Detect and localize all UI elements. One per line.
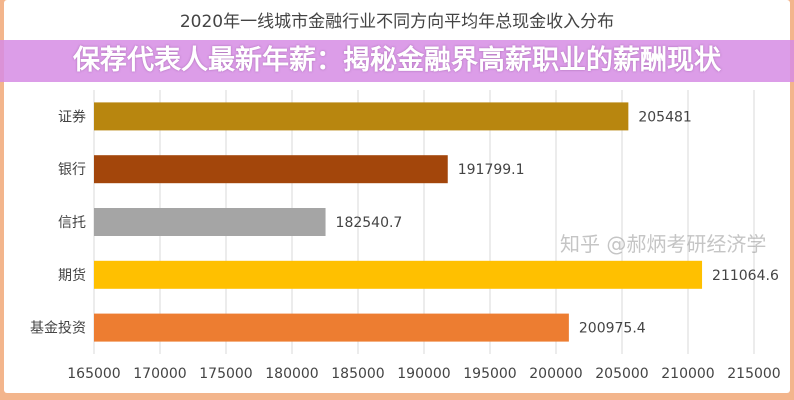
headline-banner: 保荐代表人最新年薪：揭秘金融界高薪职业的薪酬现状 [0, 40, 794, 82]
bar-0 [94, 102, 629, 131]
category-label: 银行 [58, 162, 86, 178]
x-tick-label: 180000 [265, 366, 318, 382]
bar-3 [94, 260, 703, 289]
bar-4 [94, 313, 569, 342]
headline-text: 保荐代表人最新年薪：揭秘金融界高薪职业的薪酬现状 [73, 45, 721, 76]
x-tick-label: 210000 [661, 366, 714, 382]
x-tick-label: 195000 [463, 366, 516, 382]
value-label: 200975.4 [579, 321, 646, 337]
value-label: 211064.6 [712, 268, 779, 284]
x-tick-label: 165000 [67, 366, 120, 382]
x-tick-label: 190000 [397, 366, 450, 382]
category-label: 基金投资 [30, 320, 86, 337]
category-label: 证券 [58, 109, 86, 125]
chart-title: 2020年一线城市金融行业不同方向平均年总现金收入分布 [180, 12, 614, 32]
value-label: 191799.1 [458, 162, 525, 178]
bar-chart: 2020年一线城市金融行业不同方向平均年总现金收入分布 165000 170000… [30, 12, 781, 382]
bar-2 [94, 208, 326, 236]
bar-1 [94, 155, 448, 184]
x-tick-label: 205000 [595, 366, 648, 382]
category-label: 期货 [58, 267, 86, 284]
value-label: 205481 [638, 109, 691, 125]
value-label: 182540.7 [336, 215, 403, 231]
x-tick-label: 200000 [529, 366, 582, 382]
x-tick-label: 185000 [331, 366, 384, 382]
x-tick-label: 170000 [133, 366, 186, 382]
x-tick-label: 175000 [199, 366, 252, 382]
watermark: 知乎 @郝炳考研经济学 [560, 232, 767, 256]
category-label: 信托 [58, 215, 86, 231]
x-tick-label: 215000 [727, 366, 780, 382]
